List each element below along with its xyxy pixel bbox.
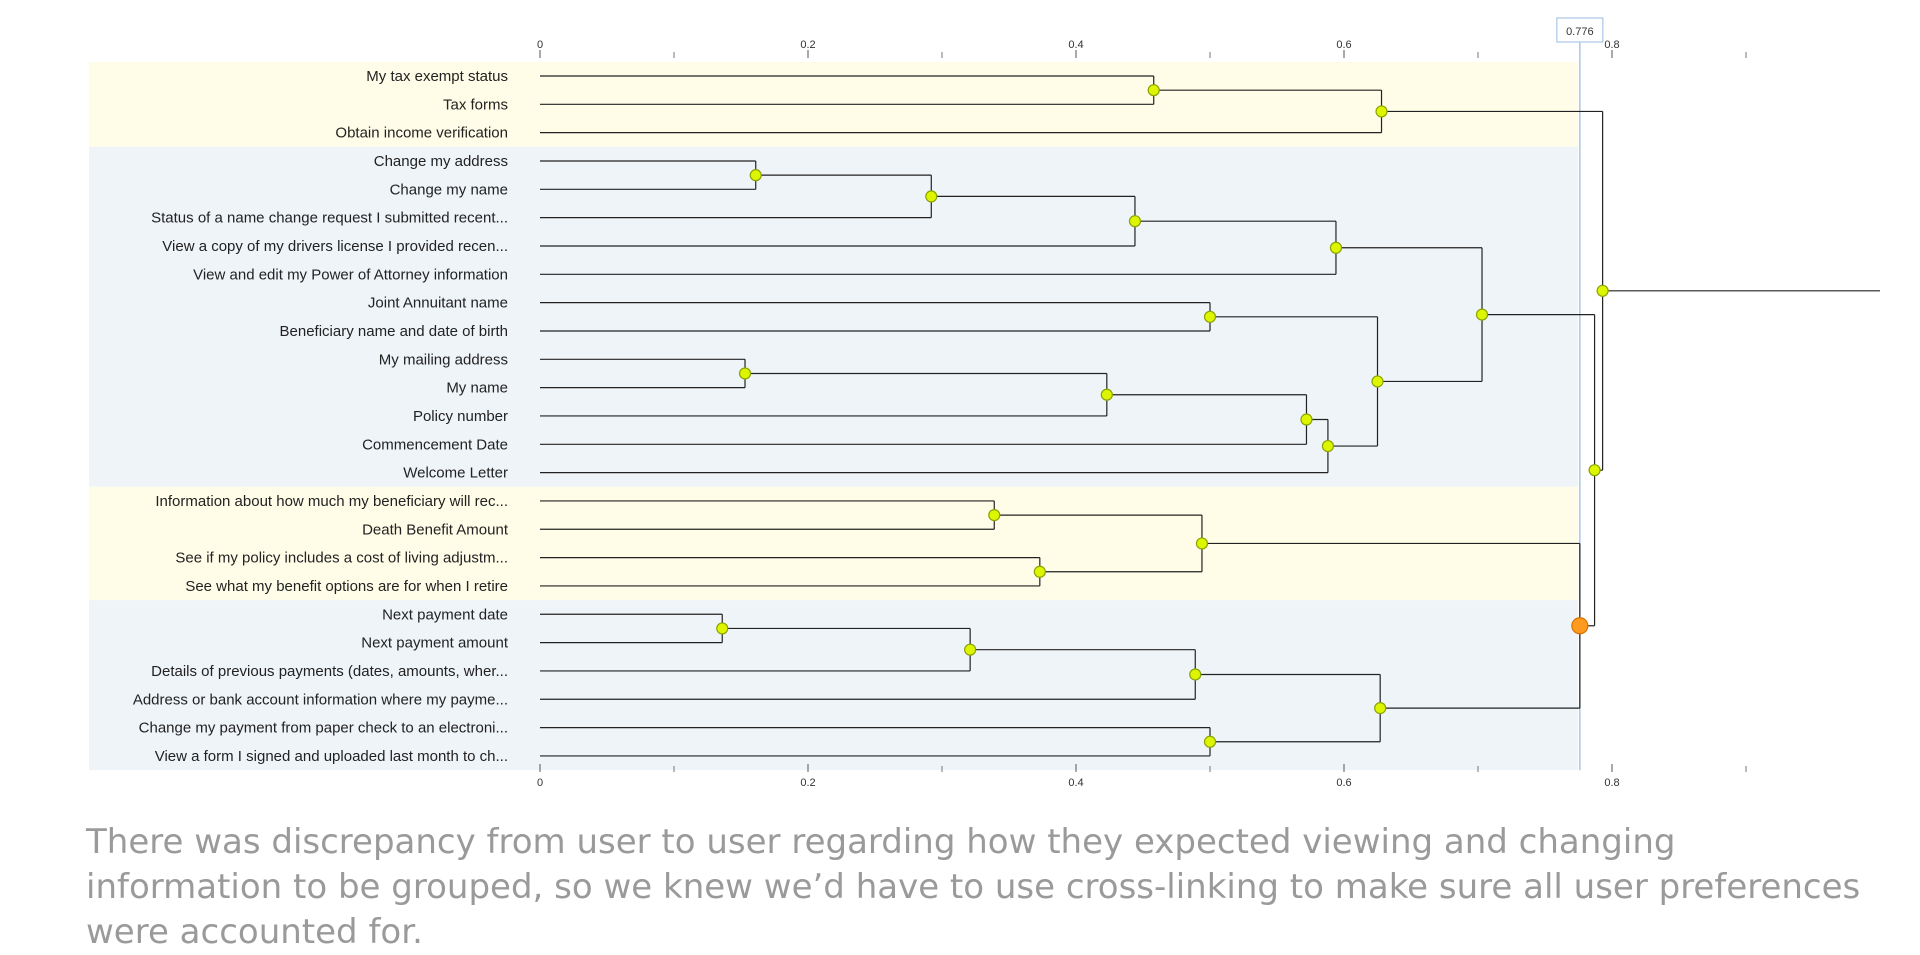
bottom-axis-tick-label: 0.2 — [800, 777, 815, 789]
leaf-label: Change my payment from paper check to an… — [139, 720, 508, 737]
top-axis-tick-label: 0.6 — [1336, 39, 1351, 51]
merge-node[interactable] — [749, 169, 762, 182]
merge-node[interactable] — [716, 622, 729, 635]
merge-node[interactable] — [1371, 375, 1384, 388]
leaf-label: Beneficiary name and date of birth — [280, 323, 508, 340]
bottom-axis: 0 0.2 0.4 0.6 0.8 — [537, 764, 1747, 789]
bottom-axis-tick-label: 0 — [537, 777, 543, 789]
merge-node[interactable] — [1300, 413, 1313, 426]
top-axis-tick-label: 0 — [537, 39, 543, 51]
top-axis: 0 0.2 0.4 0.6 0.8 — [537, 39, 1747, 58]
merge-node[interactable] — [1475, 308, 1489, 321]
leaf-label: Welcome Letter — [403, 465, 508, 482]
leaf-label: Obtain income verification — [335, 125, 508, 142]
merge-node[interactable] — [1128, 215, 1142, 228]
threshold-label: 0.776 — [1566, 26, 1594, 38]
merge-node[interactable] — [925, 190, 938, 203]
caption-text: There was discrepancy from user to user … — [86, 822, 1861, 952]
merge-node[interactable] — [1321, 439, 1335, 453]
merge-node-highlighted[interactable] — [1571, 617, 1589, 635]
leaf-label: My tax exempt status — [366, 68, 508, 85]
leaf-label: View a form I signed and uploaded last m… — [155, 748, 508, 765]
bottom-axis-tick-label: 0.4 — [1068, 777, 1083, 789]
cluster-band-4 — [89, 600, 1578, 771]
leaf-label: See what my benefit options are for when… — [185, 578, 508, 595]
leaf-label: View a copy of my drivers license I prov… — [162, 238, 508, 255]
merge-node[interactable] — [1195, 537, 1209, 550]
merge-node[interactable] — [1596, 284, 1609, 297]
top-axis-tick-label: 0.4 — [1068, 39, 1083, 51]
merge-node[interactable] — [988, 509, 1001, 522]
dendrogram-chart: 0.776 0 0.2 0.4 0.6 0.8 0 0.2 0.4 0.6 0.8 My tax… — [89, 17, 1880, 789]
merge-node[interactable] — [1033, 565, 1046, 578]
leaf-label: Address or bank account information wher… — [133, 691, 508, 708]
top-axis-tick-label: 0.8 — [1604, 39, 1619, 51]
merge-node[interactable] — [964, 643, 977, 656]
leaf-labels: My tax exempt status Tax forms Obtain inco… — [133, 68, 509, 765]
merge-node[interactable] — [1375, 105, 1388, 118]
leaf-label: Commencement Date — [362, 436, 508, 453]
merge-node[interactable] — [1374, 702, 1387, 715]
leaf-label: Policy number — [413, 408, 508, 425]
leaf-label: Information about how much my beneficiar… — [155, 493, 508, 510]
top-axis-tick-label: 0.2 — [800, 39, 815, 51]
leaf-label: Status of a name change request I submit… — [151, 210, 508, 227]
leaf-label: My mailing address — [379, 351, 508, 368]
leaf-label: Change my address — [374, 153, 508, 170]
leaf-label: Next payment amount — [361, 635, 509, 652]
threshold-label-box[interactable] — [1556, 17, 1604, 43]
leaf-label: Change my name — [390, 181, 508, 198]
leaf-label: Joint Annuitant name — [368, 295, 508, 312]
merge-node[interactable] — [1203, 310, 1217, 323]
bottom-axis-tick-label: 0.8 — [1604, 777, 1619, 789]
merge-node[interactable] — [1100, 388, 1113, 401]
leaf-label: Tax forms — [443, 96, 508, 113]
leaf-label: Next payment date — [382, 606, 508, 623]
merge-node[interactable] — [1189, 668, 1202, 681]
leaf-label: Details of previous payments (dates, amo… — [151, 663, 508, 680]
merge-node[interactable] — [1203, 735, 1217, 748]
merge-node[interactable] — [1147, 84, 1160, 97]
merge-node[interactable] — [1329, 241, 1343, 254]
leaf-label: See if my policy includes a cost of livi… — [175, 550, 508, 567]
merge-node[interactable] — [1588, 464, 1601, 477]
dendrogram-nodes[interactable] — [716, 84, 1609, 748]
leaf-label: View and edit my Power of Attorney infor… — [193, 266, 508, 283]
leaf-label: Death Benefit Amount — [362, 521, 509, 538]
dendrogram-links — [540, 75, 1880, 757]
leaf-label: My name — [446, 380, 508, 397]
bottom-axis-tick-label: 0.6 — [1336, 777, 1351, 789]
merge-node[interactable] — [738, 367, 752, 380]
